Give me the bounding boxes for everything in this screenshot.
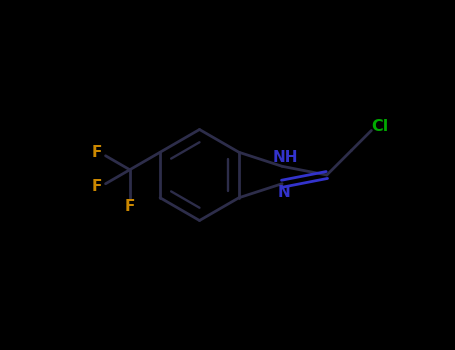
Text: F: F [125, 199, 135, 214]
Text: F: F [91, 146, 102, 160]
Text: NH: NH [273, 150, 298, 165]
Text: F: F [91, 179, 102, 194]
Text: Cl: Cl [372, 119, 389, 134]
Text: N: N [278, 185, 290, 200]
